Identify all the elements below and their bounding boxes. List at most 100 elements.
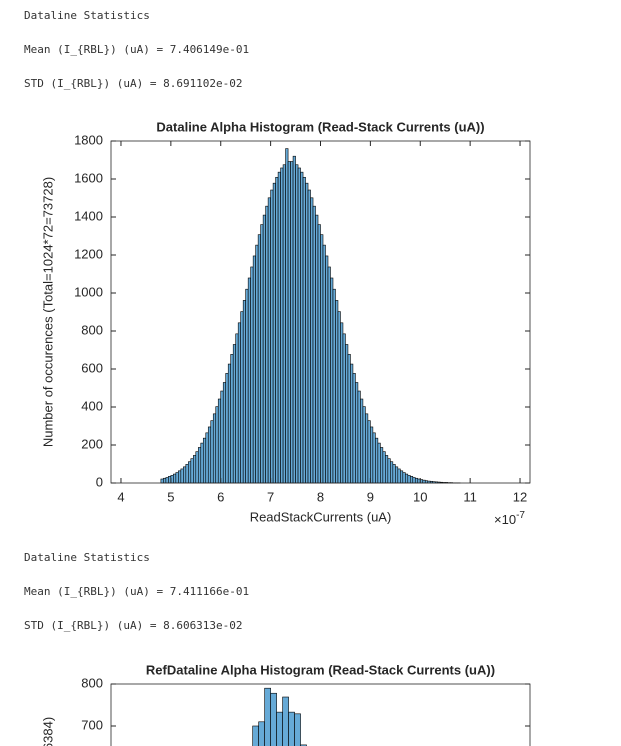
x-tick-label: 7	[267, 489, 274, 504]
bar	[215, 406, 219, 484]
x-tick-label: 4	[117, 489, 124, 504]
bar	[282, 164, 286, 484]
bar	[355, 382, 359, 484]
bar	[320, 234, 324, 484]
bar	[375, 437, 379, 484]
bar	[332, 288, 336, 484]
bar	[175, 472, 179, 484]
bar	[210, 420, 214, 484]
y-tick-label: 800	[81, 675, 103, 690]
bar	[382, 451, 386, 484]
y-tick-label: 1600	[74, 170, 103, 185]
bar	[365, 413, 369, 484]
bar	[183, 466, 187, 484]
bar	[337, 311, 341, 484]
bar	[205, 432, 209, 484]
bar	[362, 406, 366, 484]
bar	[190, 458, 194, 484]
bar	[294, 713, 301, 746]
bar	[247, 277, 251, 484]
bar	[265, 205, 269, 484]
bar	[322, 244, 326, 484]
output-line: Mean (I_{RBL}) (uA) = 7.406149e-01	[24, 43, 250, 56]
bar	[404, 473, 409, 484]
bar	[347, 354, 351, 484]
bar	[422, 479, 426, 484]
bar	[178, 470, 182, 484]
bar	[197, 447, 202, 484]
y-tick-label: 800	[81, 322, 103, 337]
bar	[315, 214, 319, 484]
bar	[270, 189, 274, 484]
bar	[350, 363, 354, 484]
bar	[212, 413, 217, 484]
bar	[252, 255, 256, 484]
bar	[193, 455, 197, 484]
output-line: Mean (I_{RBL}) (uA) = 7.411166e-01	[24, 585, 250, 598]
y-tick-label: 600	[81, 360, 103, 375]
bar	[327, 266, 331, 484]
bar	[264, 687, 271, 746]
bar	[260, 224, 264, 484]
bar	[225, 373, 229, 484]
output-line: Dataline Statistics	[24, 551, 150, 564]
bar	[325, 255, 329, 484]
bar	[285, 148, 289, 484]
bar	[245, 288, 249, 484]
y-tick-label: 1200	[74, 246, 103, 261]
y-axis-label: Number of occurences (Total=1024*16=1638…	[40, 717, 55, 746]
bar	[397, 468, 401, 484]
bar	[200, 442, 204, 484]
bar	[277, 171, 281, 484]
bar	[414, 477, 419, 484]
bar	[232, 344, 237, 484]
y-tick-label: 700	[81, 717, 103, 732]
bar	[272, 182, 276, 484]
chart-title: Dataline Alpha Histogram (Read-Stack Cur…	[156, 119, 484, 134]
bar	[207, 426, 212, 484]
bar	[380, 447, 384, 484]
bar	[217, 398, 222, 484]
y-tick-label: 200	[81, 436, 103, 451]
bar	[165, 477, 169, 484]
bar	[257, 234, 261, 484]
bar	[242, 300, 246, 484]
bar	[235, 333, 239, 484]
bar	[188, 461, 192, 484]
bar	[292, 155, 296, 484]
x-multiplier-base: ×10	[494, 512, 516, 527]
bar	[367, 420, 371, 484]
bar	[302, 176, 306, 484]
bar	[262, 214, 266, 484]
bar	[240, 311, 244, 484]
bar	[357, 390, 361, 484]
bar	[310, 197, 314, 484]
bar	[300, 171, 304, 484]
bar	[395, 466, 399, 484]
output-line: Dataline Statistics	[24, 9, 150, 22]
bar	[287, 161, 291, 484]
bar	[220, 390, 224, 484]
x-tick-label: 6	[217, 489, 224, 504]
x-multiplier-exponent: -7	[516, 510, 525, 521]
bar	[297, 167, 301, 484]
y-tick-label: 1000	[74, 284, 103, 299]
x-axis-label: ReadStackCurrents (uA)	[250, 509, 392, 524]
y-axis-label: Number of occurences (Total=1024*72=7372…	[40, 177, 55, 447]
bar	[400, 470, 404, 484]
bar	[409, 476, 414, 484]
y-tick-label: 1400	[74, 208, 103, 223]
bar	[252, 725, 259, 746]
axes-box	[110, 683, 531, 746]
chart: 700 800 RefDataline Alpha Histogram (Read-…	[40, 662, 531, 746]
y-tick-label: 1800	[74, 132, 103, 147]
x-tick-label: 11	[463, 489, 477, 504]
bar	[230, 354, 234, 484]
x-tick-label: 10	[413, 489, 427, 504]
x-tick-label: 8	[317, 489, 324, 504]
bar	[385, 455, 389, 484]
bar	[222, 382, 227, 484]
bar	[173, 473, 177, 484]
bar	[280, 167, 284, 484]
output-line: STD (I_{RBL}) (uA) = 8.691102e-02	[24, 77, 243, 90]
